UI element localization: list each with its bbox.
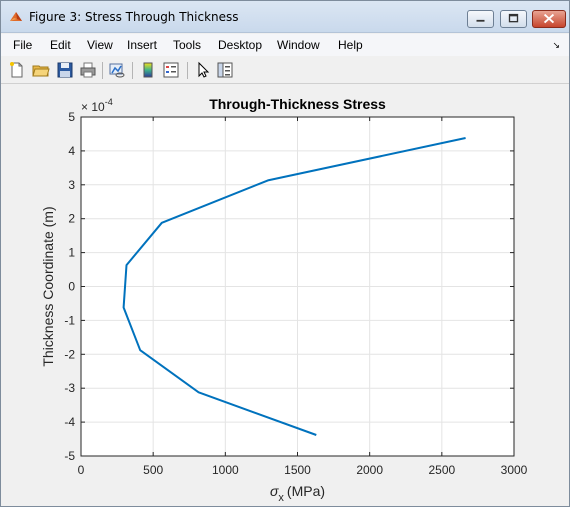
x-label-unit: (MPa) <box>287 483 325 499</box>
x-tick-label: 0 <box>78 463 85 477</box>
x-label-sigma: σ <box>270 483 279 499</box>
y-tick-label: -3 <box>64 381 75 395</box>
y-tick-label: -2 <box>64 347 75 361</box>
matlab-logo-icon <box>10 12 22 21</box>
figure-canvas[interactable]: 0 500 1000 1500 2000 2500 3000 -5 -4 -3 -2 -1 0 1 2 3 4 5… <box>1 85 569 506</box>
open-file-icon[interactable] <box>32 61 50 79</box>
print-icon[interactable] <box>79 61 97 79</box>
menu-desktop[interactable]: Desktop <box>218 38 263 52</box>
y-tick-label: 4 <box>68 144 75 158</box>
y-tick-label: 1 <box>68 246 75 260</box>
close-button[interactable] <box>532 10 566 28</box>
close-icon <box>543 13 555 24</box>
x-label-subscript: x <box>278 492 284 504</box>
menu-insert[interactable]: Insert <box>127 38 158 52</box>
y-axis-exponent: × 10-4 <box>81 97 113 114</box>
y-tick-label: -1 <box>64 313 75 327</box>
toolbar-separator <box>187 62 188 79</box>
x-tick-label: 2000 <box>356 463 383 477</box>
property-editor-icon[interactable] <box>216 61 234 79</box>
maximize-icon <box>508 13 519 23</box>
toolbar-separator <box>132 62 133 79</box>
menu-file[interactable]: File <box>13 38 33 52</box>
y-tick-label: 2 <box>68 212 75 226</box>
y-tick-label: 0 <box>68 280 75 294</box>
y-exponent-power: -4 <box>105 97 113 107</box>
save-icon[interactable] <box>56 61 74 79</box>
x-axis-label: σx (MPa) <box>270 483 325 504</box>
y-tick-label: -4 <box>64 415 75 429</box>
stress-series-line <box>122 137 466 436</box>
chart-title: Through-Thickness Stress <box>209 96 386 112</box>
menu-tools[interactable]: Tools <box>173 38 202 52</box>
figure-toolbar <box>1 57 569 84</box>
menu-window[interactable]: Window <box>277 38 320 52</box>
y-exponent-base: × 10 <box>81 100 105 114</box>
x-tick-label: 500 <box>143 463 163 477</box>
x-tick-label: 2500 <box>428 463 455 477</box>
minimize-icon <box>476 19 485 22</box>
minimize-button[interactable] <box>467 10 494 28</box>
y-tick-label: 5 <box>68 110 75 124</box>
y-tick-label: 3 <box>68 178 75 192</box>
x-tick-label: 3000 <box>501 463 528 477</box>
legend-icon[interactable] <box>162 61 180 79</box>
colorbar-icon[interactable] <box>139 61 157 79</box>
menu-view[interactable]: View <box>87 38 113 52</box>
menu-help[interactable]: Help <box>338 38 363 52</box>
window-title: Figure 3: Stress Through Thickness <box>29 10 239 24</box>
plot-svg[interactable]: 0 500 1000 1500 2000 2500 3000 -5 -4 -3 -2 -1 0 1 2 3 4 5… <box>1 85 569 506</box>
x-tick-label: 1000 <box>212 463 239 477</box>
maximize-button[interactable] <box>500 10 527 28</box>
x-tick-label: 1500 <box>284 463 311 477</box>
new-figure-icon[interactable] <box>8 61 26 79</box>
y-axis-label: Thickness Coordinate (m) <box>40 206 56 366</box>
toolbar-separator <box>102 62 103 79</box>
menu-bar: File Edit View Insert Tools Desktop Wind… <box>1 34 569 56</box>
pointer-icon[interactable] <box>194 61 212 79</box>
dock-arrow-icon[interactable]: ↘ <box>552 40 560 50</box>
link-plot-icon[interactable] <box>108 61 126 79</box>
title-bar[interactable]: Figure 3: Stress Through Thickness <box>1 1 569 33</box>
menu-edit[interactable]: Edit <box>50 38 71 52</box>
y-tick-label: -5 <box>64 449 75 463</box>
